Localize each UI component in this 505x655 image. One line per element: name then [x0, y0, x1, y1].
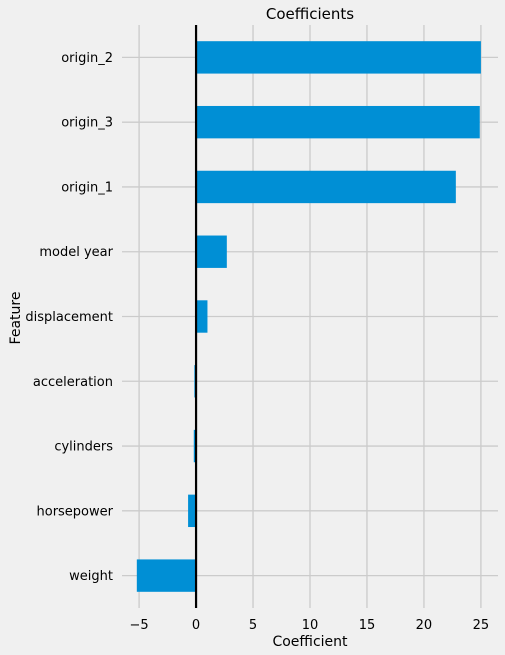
y-tick-label: origin_1: [61, 180, 113, 195]
chart-title: Coefficients: [266, 5, 354, 23]
x-tick-label: −5: [130, 618, 149, 633]
bar-displacement: [196, 300, 208, 333]
y-tick-label: cylinders: [54, 440, 113, 455]
x-axis-label: Coefficient: [272, 634, 348, 650]
y-tick-label: model year: [39, 245, 113, 260]
x-tick-labels: −5 0 5 10 15 20 25: [130, 618, 490, 633]
bar-origin-3: [196, 105, 480, 139]
x-tick-label: 15: [359, 618, 376, 633]
x-tick-label: 10: [302, 618, 319, 633]
bar-model-year: [196, 235, 227, 268]
x-tick-label: 20: [416, 618, 433, 633]
bar-weight: [136, 559, 197, 592]
y-tick-label: acceleration: [33, 375, 113, 390]
y-tick-label: origin_2: [61, 51, 113, 66]
y-tick-label: weight: [69, 569, 113, 584]
x-tick-label: 25: [473, 618, 490, 633]
bar-horsepower: [188, 494, 197, 528]
x-tick-label: 0: [192, 618, 200, 633]
bars: [136, 41, 481, 592]
y-tick-label: origin_3: [61, 116, 113, 131]
y-tick-label: horsepower: [37, 504, 114, 519]
bar-origin-1: [196, 170, 456, 204]
bar-cylinders: [193, 429, 197, 463]
y-axis-label: Feature: [8, 292, 24, 345]
x-tick-label: 5: [249, 618, 257, 633]
bar-origin-2: [196, 41, 481, 74]
y-tick-label: displacement: [25, 310, 113, 325]
